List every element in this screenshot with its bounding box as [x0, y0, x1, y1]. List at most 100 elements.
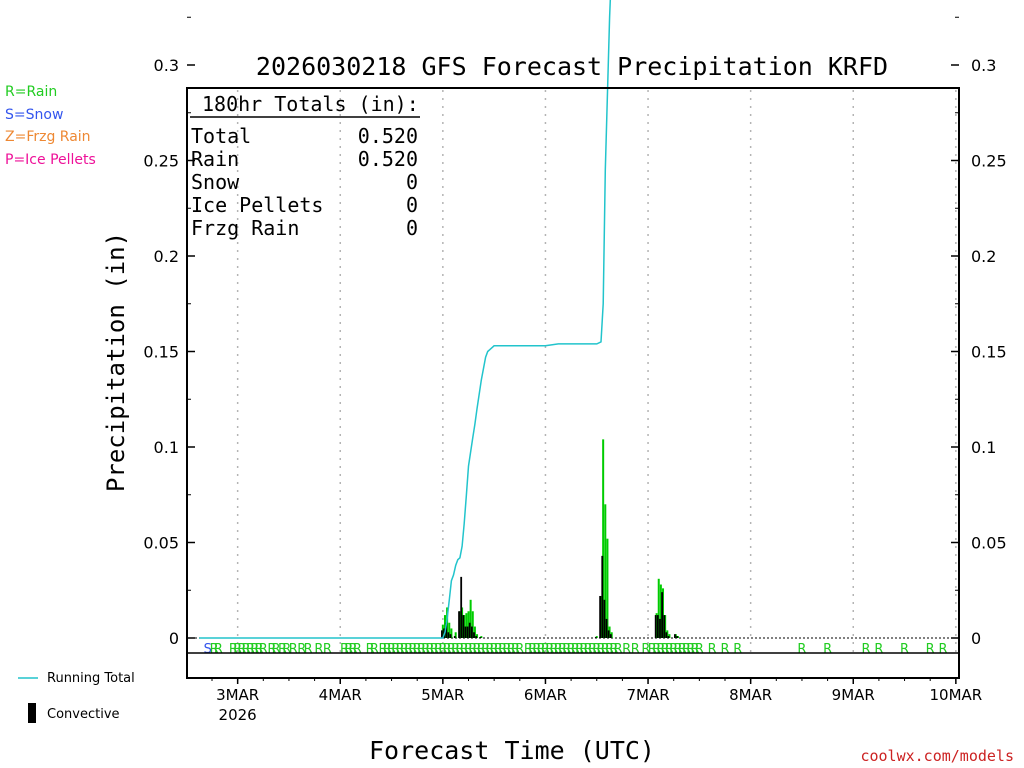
ptype-marker: R	[370, 642, 379, 657]
rain-bar	[463, 615, 466, 638]
legend-ice-pellets: P=Ice Pellets	[5, 152, 96, 168]
grid-lines	[187, 90, 959, 653]
rain-bar	[600, 595, 603, 638]
ptype-marker: R	[259, 642, 268, 657]
ptype-marker: R	[272, 642, 281, 657]
ptype-marker: R	[421, 642, 430, 657]
convective-bar	[468, 622, 471, 638]
rain-bar	[471, 611, 474, 638]
ptype-marker: R	[396, 642, 405, 657]
convective-bar	[676, 636, 678, 638]
convective-bar	[665, 632, 668, 638]
ptype-marker: R	[665, 642, 674, 657]
ptype-marker: R	[417, 642, 426, 657]
ptype-marker: R	[430, 642, 439, 657]
convective-bar	[462, 615, 465, 638]
ptype-marker: R	[282, 642, 291, 657]
ptype-marker: R	[383, 642, 392, 657]
ptype-marker: R	[532, 642, 541, 657]
totals-value-rain: 0.520	[358, 147, 418, 171]
ptype-marker: R	[669, 642, 678, 657]
y-tick-label-left: 0	[169, 629, 179, 648]
ptype-marker: R	[314, 642, 323, 657]
x-tick-label: 10MAR	[929, 686, 982, 704]
ptype-marker: R	[413, 642, 422, 657]
ptype-marker: R	[939, 642, 948, 657]
ptype-marker: R	[353, 642, 362, 657]
convective-bar	[475, 636, 478, 638]
ptype-marker: R	[400, 642, 409, 657]
ptype-marker: R	[691, 642, 700, 657]
rain-bar	[480, 636, 483, 638]
ptype-marker: R	[289, 642, 298, 657]
x-tick-sublabel: 2026	[219, 706, 257, 724]
ptype-marker: R	[404, 642, 413, 657]
y-tick-label-right: 0.25	[971, 152, 1007, 171]
legend-snow: S=Snow	[5, 107, 63, 123]
legend-freezing-rain: Z=Frzg Rain	[5, 129, 91, 145]
ptype-marker: R	[549, 642, 558, 657]
legend-rain: R=Rain	[5, 84, 57, 100]
ptype-marker: R	[678, 642, 687, 657]
ptype-marker: R	[210, 642, 219, 657]
ptype-marker: R	[648, 642, 657, 657]
ptype-marker: R	[926, 642, 935, 657]
y-axis-ticks: 0 00.05 0.050.1 0.10.15 0.150.2 0.20.25 0.250.…	[143, 16, 1007, 648]
ptype-marker: R	[490, 642, 499, 657]
site-credit: coolwx.com/models	[860, 747, 1014, 765]
rain-bar	[604, 504, 607, 638]
ptype-marker: R	[545, 642, 554, 657]
convective-bar	[458, 611, 460, 638]
ptype-marker: R	[250, 642, 259, 657]
ptype-marker: R	[631, 642, 640, 657]
rain-bar	[476, 634, 479, 638]
rain-bar	[602, 439, 605, 638]
ptype-marker: R	[605, 642, 614, 657]
totals-label-snow: Snow	[191, 170, 240, 194]
ptype-marker: R	[481, 642, 490, 657]
y-tick-label-right: 0.05	[971, 534, 1007, 553]
x-tick-label: 5MAR	[421, 686, 464, 704]
convective-bar	[470, 626, 473, 638]
ptype-marker: R	[426, 642, 435, 657]
rain-bar	[473, 626, 476, 638]
rain-bar	[448, 622, 451, 638]
ptype-marker: R	[237, 642, 246, 657]
totals-value-snow: 0	[406, 170, 418, 194]
rain-bar	[606, 538, 609, 638]
convective-bar	[603, 599, 606, 638]
y-axis-label: Precipitation (in)	[102, 232, 130, 492]
ptype-marker: R	[558, 642, 567, 657]
ptype-marker: R	[246, 642, 255, 657]
ptype-marker: R	[366, 642, 375, 657]
y-tick-label-left: 0.25	[143, 152, 179, 171]
convective-bar	[599, 595, 602, 638]
totals-value-frzg-rain: 0	[406, 216, 418, 240]
convective-bar	[605, 618, 608, 638]
y-tick-label-left: 0.15	[143, 343, 179, 362]
ptype-marker: R	[323, 642, 332, 657]
x-axis-ticks: 3MAR 2026 4MAR 5MAR 6MAR 7MAR 8MAR 9MAR 10MAR	[211, 678, 982, 724]
y-tick-label-left: 0.05	[143, 534, 179, 553]
convective-bar	[607, 630, 610, 638]
totals-value-total: 0.520	[358, 124, 418, 148]
ptype-marker: R	[438, 642, 447, 657]
ptype-marker: R	[511, 642, 520, 657]
legend-convective: Convective	[47, 707, 120, 722]
totals-box: 180hr Totals (in): Total 0.520 Rain 0.52…	[190, 92, 420, 240]
ptype-marker: R	[797, 642, 806, 657]
ptype-marker: R	[297, 642, 306, 657]
ptype-marker: R	[575, 642, 584, 657]
ptype-marker: R	[344, 642, 353, 657]
ptype-marker: R	[874, 642, 883, 657]
ptype-marker: R	[661, 642, 670, 657]
convective-bar	[441, 630, 443, 638]
convective-bar	[449, 634, 452, 638]
ptype-marker: R	[498, 642, 507, 657]
ptype-marker: R	[214, 642, 223, 657]
convective-bar	[663, 615, 666, 638]
rain-bar	[467, 611, 470, 638]
x-tick-label: 7MAR	[626, 686, 669, 704]
ptype-marker: R	[473, 642, 482, 657]
convective-bar	[654, 615, 657, 638]
